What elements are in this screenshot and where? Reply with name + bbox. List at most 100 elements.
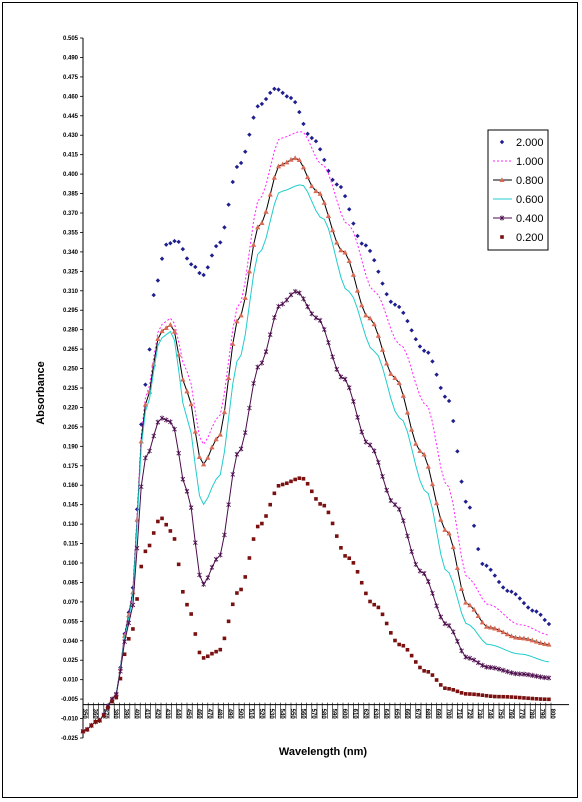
series-point [422, 669, 426, 673]
series-point [409, 426, 415, 432]
series-point [213, 243, 219, 249]
series-point [176, 562, 181, 567]
y-tick-label: 0.130 [63, 522, 79, 528]
y-tick-label: 0.025 [63, 658, 79, 664]
series-point [476, 546, 481, 552]
series-point [222, 225, 227, 230]
series-point [483, 623, 490, 629]
series-point [493, 694, 497, 699]
legend: 2.000 1.000 0.800 0.600 0.400 0.200 [487, 129, 549, 251]
series-line [82, 184, 549, 732]
series-point [363, 439, 369, 445]
series-point [151, 531, 156, 535]
series-point [438, 683, 443, 687]
series-point [355, 414, 360, 420]
series-point [467, 655, 473, 661]
series-point [317, 317, 323, 323]
series-point [438, 516, 444, 522]
series-point [508, 633, 515, 639]
series-point [326, 340, 331, 346]
series-point [355, 233, 360, 239]
series-point [110, 699, 114, 704]
y-tick-label: 0.475 [63, 75, 79, 81]
series-point [317, 147, 323, 152]
legend-label: 0.600 [516, 194, 544, 206]
series-point [188, 401, 194, 407]
series-point [176, 450, 181, 456]
x-tick-label: 590 [331, 709, 337, 720]
series-point [130, 602, 136, 608]
legend-item: 0.400 [493, 213, 544, 225]
x-tick-label: 760 [507, 709, 513, 720]
x-tick-label: 730 [476, 709, 482, 720]
series-point [251, 115, 256, 120]
series-point [346, 258, 352, 264]
series-point [505, 695, 510, 699]
series-point [235, 591, 239, 595]
series-point [317, 190, 323, 196]
series-point [168, 241, 173, 246]
series-point [505, 669, 510, 675]
series-point [201, 272, 206, 278]
y-tick-label: 0.100 [63, 561, 79, 567]
series-point [501, 694, 505, 699]
series-point [534, 673, 539, 679]
series-point [276, 87, 281, 92]
series-point [372, 602, 376, 607]
series-point [546, 641, 552, 647]
series-point [467, 602, 473, 608]
series-point [529, 672, 535, 679]
series-point [525, 672, 531, 678]
series-point [268, 502, 272, 507]
series-point [443, 686, 447, 690]
series-point [484, 693, 489, 698]
series-point [234, 451, 240, 457]
series-point [488, 694, 493, 698]
series-point [467, 505, 473, 510]
x-axis: 3503603703803904004104204304404504604704… [81, 702, 569, 720]
series-point [297, 290, 302, 296]
series-point [342, 249, 348, 255]
series-point [251, 537, 256, 541]
series-point [180, 246, 186, 252]
series-point [534, 697, 539, 701]
series-point [164, 242, 169, 247]
series-point [393, 638, 397, 643]
series-point [263, 208, 269, 214]
series-point [496, 627, 502, 633]
series-point [234, 318, 240, 324]
series-point [488, 664, 493, 671]
series-point [226, 502, 231, 508]
series-point [454, 565, 460, 570]
series-point [238, 312, 244, 318]
series-point [172, 426, 177, 432]
series-point [334, 366, 340, 372]
series-point [425, 463, 431, 469]
series-point [529, 637, 535, 643]
x-tick-label: 410 [143, 709, 149, 720]
x-tick-label: 570 [310, 709, 316, 720]
series-point [414, 660, 418, 664]
series-point [151, 433, 157, 439]
series-point [238, 160, 244, 166]
series-point [309, 183, 315, 189]
series-point [463, 692, 468, 696]
series-point [168, 419, 173, 425]
series-point [409, 328, 414, 333]
legend-item: 0.200 [500, 232, 544, 244]
series-point [492, 625, 498, 631]
y-tick-label: 0.115 [63, 542, 78, 548]
series-point [475, 660, 481, 666]
series-point [409, 549, 414, 555]
x-tick-label: 490 [227, 709, 233, 720]
series-point [255, 524, 260, 529]
series-point [272, 315, 277, 321]
series-point [513, 634, 519, 640]
series-point [476, 692, 480, 697]
series-point [246, 268, 252, 274]
series-point [509, 670, 514, 676]
series-point [143, 382, 148, 387]
series-point [197, 270, 202, 276]
series-point [530, 696, 535, 701]
legend-item: 2.000 [499, 137, 544, 149]
